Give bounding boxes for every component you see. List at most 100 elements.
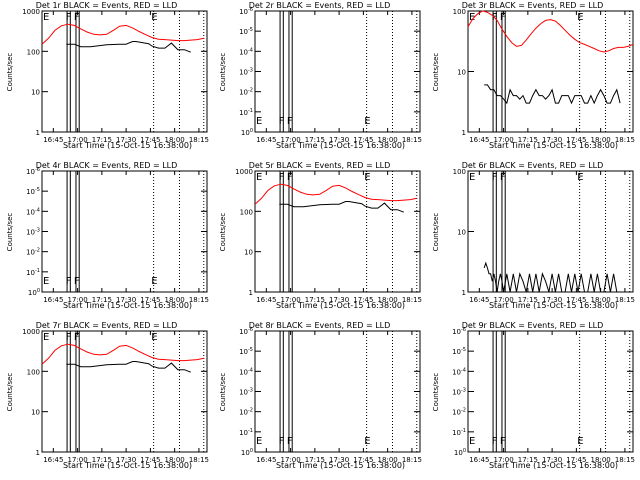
x-tick-label: 17:15 [518, 456, 538, 464]
marker-label: E [151, 12, 157, 23]
x-axis-label: Start Time (15-Oct-15 16:38:00) [275, 141, 406, 150]
marker-label: E [43, 332, 49, 343]
y-tick-label: 1000 [22, 8, 40, 16]
y-tick-label: 10 [244, 249, 253, 257]
plot-frame [41, 330, 208, 453]
x-tick-label: 16:45 [256, 456, 276, 464]
x-tick-label: 17:45 [566, 136, 586, 144]
plot-svg: 16:45 17:00 17:15 17:30 17:45 18:00 18:15 1 10 10… [235, 168, 422, 304]
x-tick-label: 17:15 [305, 136, 325, 144]
y-tick-label: 100 [240, 208, 253, 216]
x-tick-label: 18:15 [402, 296, 422, 304]
plot-svg: 16:45 17:00 17:15 17:30 17:45 18:00 18:15 100 10… [452, 327, 635, 464]
x-tick-label: 18:00 [165, 456, 185, 464]
y-tick-label: 10 [457, 69, 466, 77]
y-tick-label: 10-5 [239, 347, 253, 356]
y-tick-label: 10-6 [452, 327, 466, 336]
marker-label: F [287, 116, 293, 127]
marker-label: E [256, 172, 262, 183]
plot-svg: 16:45 17:00 17:15 17:30 17:45 18:00 18:15 1 10 10… [453, 168, 635, 304]
marker-label: E [364, 436, 370, 447]
y-tick-label: 1 [249, 289, 253, 297]
x-tick-label: 16:45 [256, 296, 276, 304]
y-tick-label: 1000 [22, 328, 40, 336]
marker-label: E [43, 12, 49, 23]
marker-label: F [66, 332, 72, 343]
detector-panel-2: Det 2r BLACK = Events, RED = LLD Start Ti… [213, 0, 426, 160]
x-tick-label: 18:15 [402, 136, 422, 144]
x-tick-label: 17:00 [67, 136, 87, 144]
marker-label: E [364, 172, 370, 183]
detector-panel-3: Det 3r BLACK = Events, RED = LLD Start Ti… [426, 0, 639, 160]
y-tick-label: 10-2 [239, 408, 253, 417]
x-tick-label: 17:15 [305, 456, 325, 464]
y-tick-label: 100 [241, 128, 253, 137]
y-tick-label: 10-4 [26, 207, 40, 216]
events-series-line [279, 201, 404, 213]
y-tick-label: 10-3 [452, 388, 466, 397]
events-series-line [66, 41, 191, 53]
x-tick-label: 17:45 [566, 296, 586, 304]
x-tick-label: 17:15 [518, 296, 538, 304]
x-tick-label: 16:45 [43, 296, 63, 304]
y-tick-label: 100 [27, 368, 40, 376]
y-tick-label: 1000 [235, 168, 253, 176]
marker-label: E [469, 436, 475, 447]
marker-label: E [151, 276, 157, 287]
x-tick-label: 17:30 [329, 296, 349, 304]
plot-frame [41, 10, 208, 133]
detector-panel-9: Det 9r BLACK = Events, RED = LLD Start Ti… [426, 320, 639, 480]
x-tick-label: 17:00 [280, 456, 300, 464]
panel-title: Det 5r BLACK = Events, RED = LLD [248, 161, 391, 170]
detector-panel-1: Det 1r BLACK = Events, RED = LLD Start Ti… [0, 0, 213, 160]
y-tick-label: 10-2 [239, 88, 253, 97]
panel-title: Det 6r BLACK = Events, RED = LLD [461, 161, 604, 170]
marker-label: F [74, 332, 80, 343]
marker-label: E [577, 12, 583, 23]
x-tick-label: 17:00 [493, 136, 513, 144]
x-axis-label: Start Time (15-Oct-15 16:38:00) [275, 461, 406, 470]
x-tick-label: 18:15 [402, 456, 422, 464]
y-tick-label: 1 [36, 129, 40, 137]
x-tick-label: 18:00 [591, 136, 611, 144]
y-tick-label: 100 [28, 288, 40, 297]
x-tick-label: 17:00 [280, 136, 300, 144]
x-tick-label: 17:45 [353, 456, 373, 464]
lld-series-line [41, 23, 204, 45]
marker-label: E [43, 276, 49, 287]
lld-series-line [467, 10, 634, 53]
x-tick-label: 18:00 [165, 296, 185, 304]
x-axis-label: Start Time (15-Oct-15 16:38:00) [62, 461, 193, 470]
marker-label: F [74, 12, 80, 23]
y-tick-label: 10-3 [239, 68, 253, 77]
y-tick-label: 1 [462, 289, 466, 297]
y-tick-label: 10-5 [239, 27, 253, 36]
marker-label: E [577, 172, 583, 183]
x-tick-label: 17:00 [493, 456, 513, 464]
lld-series-line [41, 343, 204, 365]
panel-title: Det 7r BLACK = Events, RED = LLD [35, 321, 178, 330]
x-tick-label: 17:15 [518, 136, 538, 144]
panel-title: Det 3r BLACK = Events, RED = LLD [461, 1, 604, 10]
x-axis-label: Start Time (15-Oct-15 16:38:00) [62, 141, 193, 150]
y-tick-label: 10-3 [239, 388, 253, 397]
x-tick-label: 17:00 [280, 296, 300, 304]
y-tick-label: 100 [27, 48, 40, 56]
x-tick-label: 17:30 [116, 456, 136, 464]
marker-label: F [74, 276, 80, 287]
x-tick-label: 18:15 [189, 456, 209, 464]
marker-label: E [256, 116, 262, 127]
x-tick-label: 17:15 [92, 136, 112, 144]
x-tick-label: 17:15 [305, 296, 325, 304]
y-tick-label: 1 [36, 449, 40, 457]
y-tick-label: 10 [31, 89, 40, 97]
plot-svg: 16:45 17:00 17:15 17:30 17:45 18:00 18:15 1 10 10… [453, 8, 635, 144]
x-tick-label: 17:15 [92, 456, 112, 464]
x-axis-label: Start Time (15-Oct-15 16:38:00) [488, 141, 619, 150]
x-axis-label: Start Time (15-Oct-15 16:38:00) [62, 301, 193, 310]
detector-panel-7: Det 7r BLACK = Events, RED = LLD Start Ti… [0, 320, 213, 480]
marker-label: E [364, 116, 370, 127]
x-tick-label: 16:45 [256, 136, 276, 144]
marker-label: F [500, 172, 506, 183]
x-tick-label: 17:30 [542, 296, 562, 304]
